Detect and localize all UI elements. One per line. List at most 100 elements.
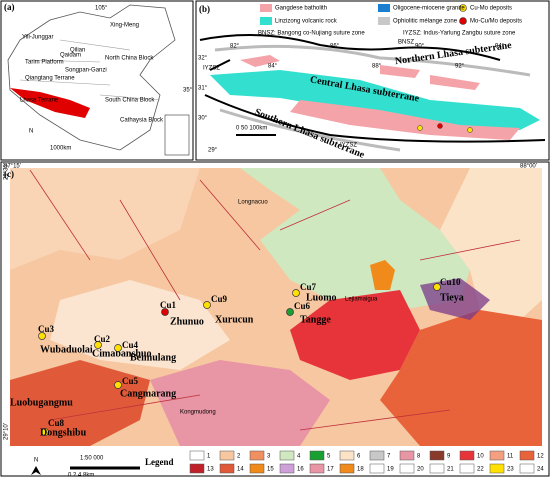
label: Lhasa Terrane — [20, 98, 59, 104]
label: Yili-Junggar — [22, 35, 53, 41]
deposit — [433, 283, 441, 291]
unit — [10, 168, 200, 270]
label: Cathaysia Block — [120, 118, 164, 124]
label: Luobugangmu — [10, 397, 73, 408]
legend-swatch — [399, 450, 415, 461]
label: 31° — [198, 86, 208, 92]
label: 0 50 100km — [236, 126, 267, 132]
unit — [380, 310, 542, 446]
label: 92° — [455, 64, 465, 70]
label: Cu10 — [440, 277, 461, 287]
legend-swatch — [249, 450, 265, 461]
label: Wubaduolai — [40, 344, 93, 355]
legend-swatch — [219, 450, 235, 461]
deposit — [437, 123, 443, 129]
label: BNSZ: Bangong co-Nujiang suture zone — [258, 31, 365, 37]
unit — [440, 168, 542, 320]
label: (b) — [199, 4, 210, 14]
label: Legend — [145, 457, 174, 467]
label: Linzizong volcanic rock — [275, 19, 338, 25]
deposit — [38, 332, 46, 340]
panel-b — [195, 0, 550, 161]
panel-c — [0, 161, 550, 477]
legend-swatch — [260, 17, 272, 25]
legend-swatch — [369, 463, 385, 474]
unit — [150, 360, 330, 446]
legend-swatch — [339, 463, 355, 474]
label: 23 — [507, 467, 514, 473]
label: Cu-Mo deposits — [470, 6, 512, 12]
legend-swatch — [459, 463, 475, 474]
deposit — [94, 341, 102, 349]
label: Cu5 — [122, 376, 139, 386]
label: Cu1 — [160, 300, 177, 310]
legend-swatch — [459, 450, 475, 461]
label: 2 — [237, 454, 241, 460]
label: Cu9 — [211, 294, 228, 304]
deposit — [467, 127, 473, 133]
label: Kongmudong — [180, 410, 216, 416]
legend-swatch — [378, 17, 390, 25]
label: Cu6 — [294, 301, 311, 311]
legend-swatch — [519, 450, 535, 461]
unit — [10, 360, 150, 446]
label: 82° — [230, 44, 240, 50]
label: 0 2 4 8km — [68, 473, 94, 477]
label: Gangdese batholith — [275, 6, 327, 12]
label: IYZSZ: Indus-Yarlung Zangbu suture zone — [403, 31, 516, 37]
label: 7 — [387, 454, 391, 460]
label: Luomo — [306, 292, 337, 303]
deposit — [114, 344, 122, 352]
label: Beimulang — [130, 352, 176, 363]
label: N — [34, 458, 38, 464]
label: 22 — [477, 467, 484, 473]
legend-swatch — [249, 463, 265, 474]
label: 18 — [357, 467, 364, 473]
label: Ophiolitic mélange zone — [393, 19, 458, 25]
legend-swatch — [219, 463, 235, 474]
label: South China Block — [105, 98, 155, 104]
label: 94° — [495, 44, 505, 50]
label: 29°10' — [4, 423, 10, 440]
label: Tieya — [440, 292, 464, 303]
label: Qiangtang Terrane — [25, 76, 75, 82]
label: Xurucun — [215, 314, 254, 325]
label: Lejiamaigua — [345, 297, 378, 303]
label: 90° — [415, 44, 425, 50]
deposit — [417, 125, 423, 131]
inset — [164, 114, 190, 156]
label: 15 — [267, 467, 274, 473]
label: 17 — [327, 467, 334, 473]
suture — [199, 34, 546, 143]
label: (c) — [4, 169, 14, 179]
label: 1:50 000 — [80, 456, 104, 462]
label: 24 — [537, 467, 544, 473]
label: Xing-Meng — [110, 23, 139, 29]
label: 105° — [95, 6, 108, 12]
lhasa-terrane — [10, 88, 90, 118]
label: 1000km — [50, 146, 71, 152]
legend-swatch — [489, 450, 505, 461]
deposit — [292, 289, 300, 297]
label: 1 — [207, 454, 211, 460]
label: 84° — [268, 64, 278, 70]
deposit — [161, 308, 169, 316]
label: 8 — [417, 454, 421, 460]
block-boundary — [19, 39, 161, 101]
label: Tarim Platform — [25, 60, 64, 66]
label: 10 — [477, 454, 484, 460]
north-arrow — [31, 466, 41, 475]
legend-swatch — [309, 450, 325, 461]
unit — [370, 260, 395, 290]
deposit — [114, 381, 122, 389]
label: Songpan-Ganzi — [65, 68, 107, 74]
label: 12 — [537, 454, 544, 460]
legend-swatch — [519, 463, 535, 474]
legend-symbol — [459, 4, 467, 12]
label: Longnacuo — [238, 200, 268, 206]
label: Cangmarang — [120, 388, 176, 399]
label: Qilian — [70, 48, 85, 54]
legend-swatch — [429, 450, 445, 461]
label: 86° — [330, 44, 340, 50]
label: 5 — [327, 454, 331, 460]
